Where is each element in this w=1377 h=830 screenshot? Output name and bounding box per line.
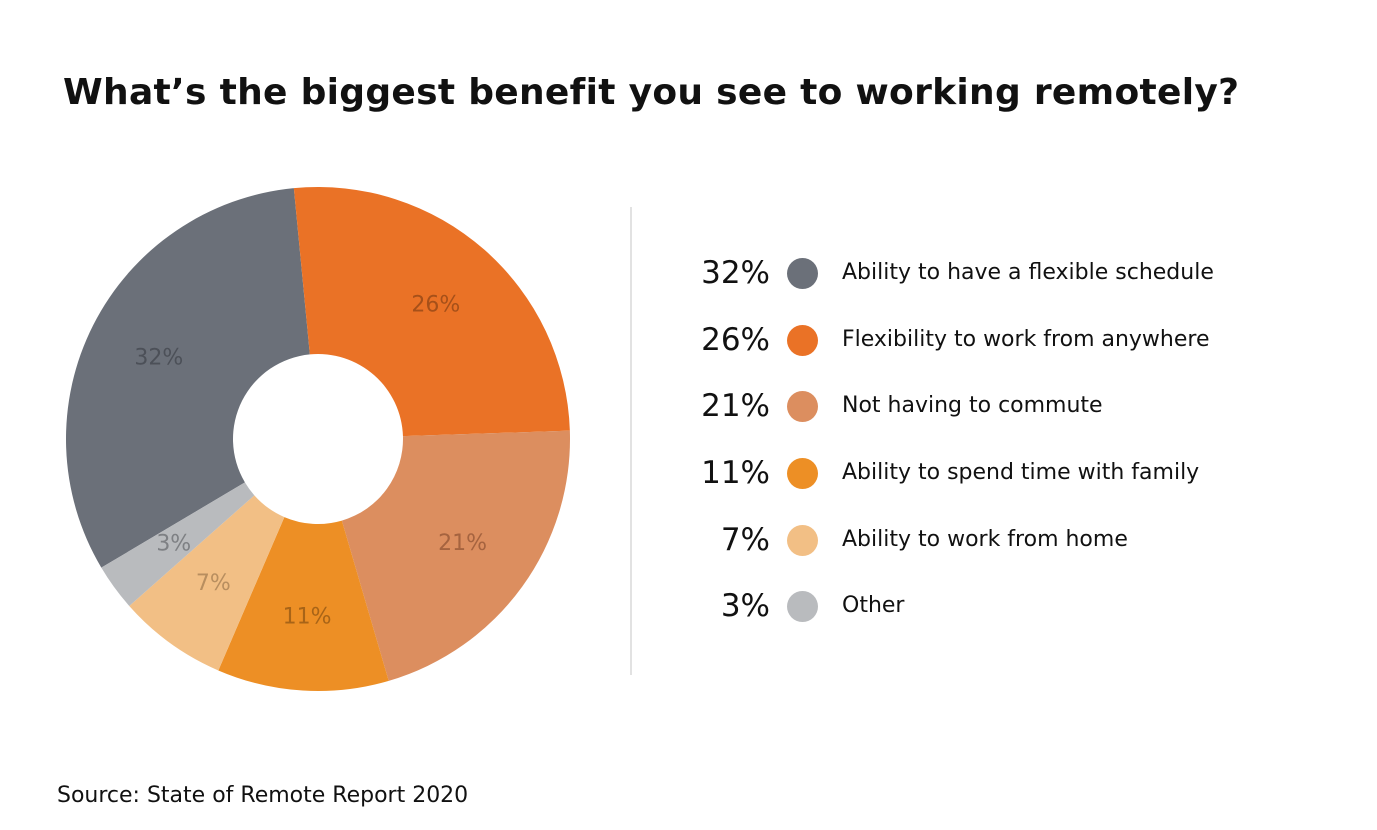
legend-swatch (787, 525, 818, 556)
legend-item: 26% Flexibility to work from anywhere (660, 312, 1360, 368)
slice-value-label: 7% (196, 571, 231, 596)
donut-slices (66, 187, 570, 692)
legend-label: Ability to work from home (842, 527, 1128, 552)
donut-chart: 32% 26% 21% 11% 7%3% (66, 187, 570, 692)
slice-value-label: 11% (283, 605, 332, 630)
legend-swatch (787, 458, 818, 489)
slice-family-time (218, 517, 389, 692)
slice-value-label: 3% (156, 532, 191, 557)
legend-label: Not having to commute (842, 393, 1103, 418)
legend-label: Ability to have a flexible schedule (842, 260, 1214, 285)
legend-swatch (787, 391, 818, 422)
source-note: Source: State of Remote Report 2020 (57, 783, 469, 808)
slice-other (101, 482, 255, 606)
legend-swatch (787, 591, 818, 622)
legend-item: 32% Ability to have a flexible schedule (660, 245, 1360, 301)
slice-value-label: 32% (134, 346, 183, 371)
legend-swatch (787, 258, 818, 289)
legend-item: 11% Ability to spend time with family (660, 445, 1360, 501)
legend-percent: 3% (720, 588, 770, 624)
slice-work-from-home (129, 495, 285, 671)
legend-label: Ability to spend time with family (842, 460, 1200, 485)
legend-percent: 7% (720, 522, 770, 558)
slice-work-from-anywhere (293, 187, 570, 437)
slice-no-commute (341, 430, 570, 681)
chart-title: What’s the biggest benefit you see to wo… (63, 72, 1240, 113)
legend-item: 3% Other (660, 578, 1360, 634)
legend-item: 7% Ability to work from home (660, 512, 1360, 568)
slice-flexible-schedule (66, 188, 310, 568)
chart-divider (630, 207, 632, 675)
legend-percent: 26% (701, 322, 770, 358)
legend-label: Other (842, 593, 905, 618)
donut-slice-labels: 32% 26% 21% 11% 7%3% (134, 292, 487, 629)
legend-item: 21% Not having to commute (660, 378, 1360, 434)
legend-label: Flexibility to work from anywhere (842, 327, 1210, 352)
legend-percent: 11% (701, 455, 770, 491)
legend-swatch (787, 325, 818, 356)
legend-percent: 32% (701, 255, 770, 291)
slice-value-label: 26% (411, 292, 460, 317)
slice-value-label: 21% (438, 531, 487, 556)
legend-percent: 21% (701, 388, 770, 424)
